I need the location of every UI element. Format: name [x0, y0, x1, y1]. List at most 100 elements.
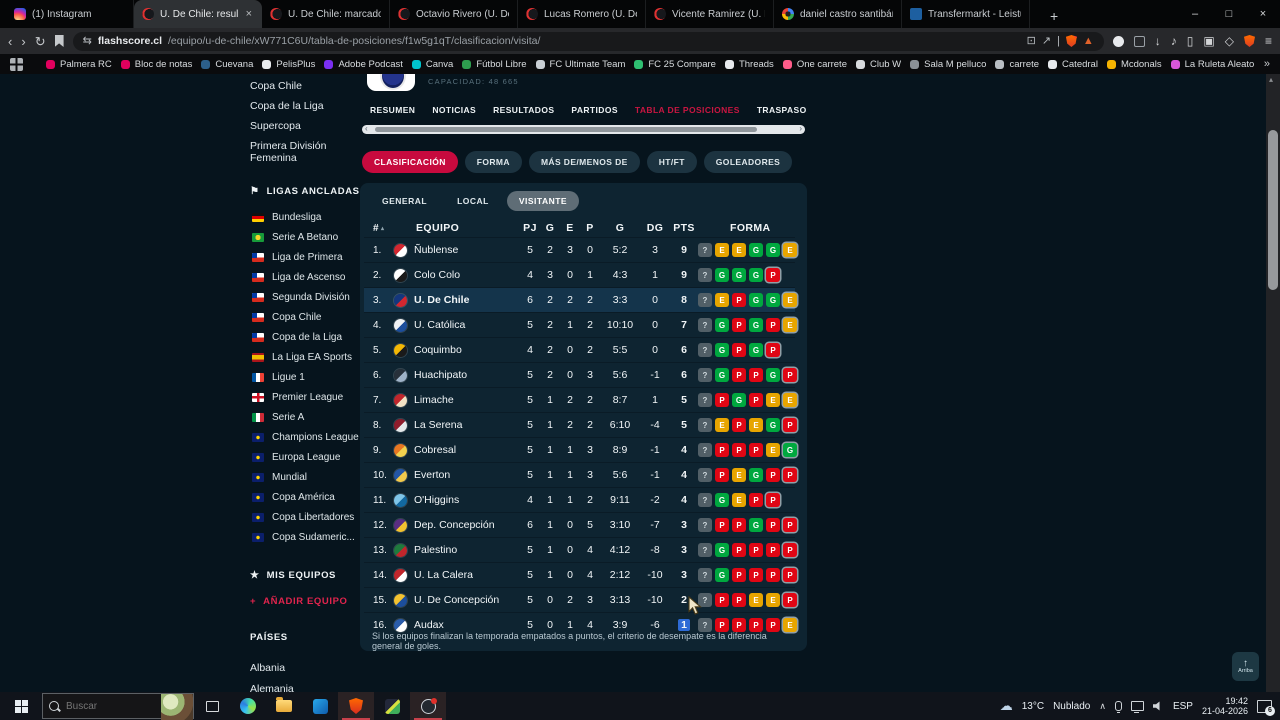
form-box[interactable]: E: [783, 243, 797, 257]
sidebar-league-item[interactable]: Copa América: [252, 492, 335, 503]
form-box[interactable]: P: [749, 393, 763, 407]
form-box[interactable]: ?: [698, 393, 712, 407]
sidebar-item[interactable]: Copa Chile: [250, 80, 302, 92]
brave-shield-icon[interactable]: [1065, 35, 1077, 47]
form-box[interactable]: G: [749, 518, 763, 532]
form-box[interactable]: ?: [698, 318, 712, 332]
speaker-icon[interactable]: [1152, 701, 1160, 711]
table-row[interactable]: 10. Everton 5 1 1 3 5:6 -1 4? P E G P P: [364, 462, 797, 487]
form-box[interactable]: G: [749, 268, 763, 282]
team-cell[interactable]: O'Higgins: [394, 493, 520, 507]
form-box[interactable]: ?: [698, 618, 712, 632]
form-box[interactable]: P: [715, 443, 729, 457]
notification-icon[interactable]: 6: [1257, 699, 1275, 716]
sidebar-league-item[interactable]: Serie A Betano: [252, 232, 338, 243]
bookmark-item[interactable]: Palmera RC: [46, 59, 112, 70]
site-info-icon[interactable]: ⇆: [82, 34, 92, 47]
extension-icon-2[interactable]: [1133, 35, 1145, 47]
form-box[interactable]: ?: [698, 568, 712, 582]
form-box[interactable]: ?: [698, 443, 712, 457]
form-box[interactable]: P: [732, 443, 746, 457]
vpn-shield-icon[interactable]: [1243, 35, 1255, 47]
team-cell[interactable]: Colo Colo: [394, 268, 520, 282]
sidebar-league-item[interactable]: Liga de Ascenso: [252, 272, 345, 283]
form-box[interactable]: P: [732, 343, 746, 357]
form-box[interactable]: G: [715, 318, 729, 332]
vscroll-thumb[interactable]: [1268, 130, 1278, 290]
form-box[interactable]: G: [732, 393, 746, 407]
form-box[interactable]: E: [732, 493, 746, 507]
sidebar-league-item[interactable]: Copa Sudameric...: [252, 532, 355, 543]
pill-goleadores[interactable]: GOLEADORES: [703, 151, 793, 173]
scope-tab-local[interactable]: LOCAL: [457, 196, 489, 206]
form-box[interactable]: E: [783, 318, 797, 332]
weather-condition[interactable]: Nublado: [1053, 700, 1091, 712]
form-box[interactable]: P: [732, 568, 746, 582]
form-box[interactable]: P: [715, 518, 729, 532]
sidebar-league-item[interactable]: Copa de la Liga: [252, 332, 342, 343]
form-box[interactable]: E: [783, 393, 797, 407]
form-box[interactable]: G: [732, 268, 746, 282]
form-box[interactable]: ?: [698, 243, 712, 257]
bookmark-item[interactable]: Threads: [724, 59, 774, 70]
form-box[interactable]: G: [766, 243, 780, 257]
sidebar-item[interactable]: Copa de la Liga: [250, 100, 324, 112]
form-box[interactable]: P: [766, 543, 780, 557]
add-team-button[interactable]: + AÑADIR EQUIPO: [250, 596, 348, 607]
weather-temp[interactable]: 13°C: [1021, 700, 1045, 712]
form-box[interactable]: E: [715, 243, 729, 257]
sidebar-panel-icon[interactable]: ▯: [1186, 34, 1194, 48]
taskbar-app-media-app[interactable]: [374, 692, 410, 720]
nav-tab-resultados[interactable]: RESULTADOS: [493, 105, 555, 115]
bookmark-item[interactable]: Canva: [411, 59, 453, 70]
form-box[interactable]: E: [715, 418, 729, 432]
bookmark-item[interactable]: Mcdonals: [1106, 59, 1162, 70]
browser-tab[interactable]: daniel castro santibáñez - Busc: [774, 0, 902, 28]
apps-grid-icon[interactable]: [10, 57, 23, 71]
sidebar-league-item[interactable]: Bundesliga: [252, 212, 321, 223]
browser-tab[interactable]: U. De Chile: resultados y p ×: [134, 0, 262, 28]
form-box[interactable]: ?: [698, 593, 712, 607]
browser-tab[interactable]: Transfermarkt - Leistungsdatei: [902, 0, 1030, 28]
table-row[interactable]: 6. Huachipato 5 2 0 3 5:6 -1 6? G P P G P: [364, 362, 797, 387]
tab-close-button[interactable]: ×: [245, 8, 252, 20]
sidebar-league-item[interactable]: Segunda División: [252, 292, 350, 303]
form-box[interactable]: P: [766, 343, 780, 357]
team-cell[interactable]: Ñublense: [394, 243, 520, 257]
table-row[interactable]: 8. La Serena 5 1 2 2 6:10 -4 5? E P E G P: [364, 412, 797, 437]
team-cell[interactable]: Limache: [394, 393, 520, 407]
team-cell[interactable]: Huachipato: [394, 368, 520, 382]
pip-icon[interactable]: ⊡: [1026, 34, 1036, 47]
pill-m-s-de-menos-de[interactable]: MÁS DE/MENOS DE: [528, 151, 640, 173]
form-box[interactable]: E: [783, 618, 797, 632]
bookmark-item[interactable]: Bloc de notas: [120, 59, 192, 70]
browser-tab[interactable]: U. De Chile: marcadores en dir: [262, 0, 390, 28]
form-box[interactable]: ?: [698, 293, 712, 307]
pill-ht-ft[interactable]: HT/FT: [646, 151, 697, 173]
share-icon[interactable]: ↗: [1041, 34, 1052, 47]
form-box[interactable]: P: [766, 493, 780, 507]
form-box[interactable]: P: [749, 368, 763, 382]
column-header-G[interactable]: G: [545, 222, 555, 234]
table-row[interactable]: 7. Limache 5 1 2 2 8:7 1 5? P G P E E: [364, 387, 797, 412]
hscroll-left-arrow[interactable]: ‹: [365, 124, 368, 133]
form-box[interactable]: P: [732, 318, 746, 332]
team-cell[interactable]: Dep. Concepción: [394, 518, 520, 532]
column-header-#[interactable]: # ▴: [373, 222, 385, 234]
bookmark-item[interactable]: Club W: [855, 59, 901, 70]
bookmark-item[interactable]: PelisPlus: [262, 59, 315, 70]
form-box[interactable]: P: [715, 593, 729, 607]
form-box[interactable]: ?: [698, 468, 712, 482]
table-row[interactable]: 2. Colo Colo 4 3 0 1 4:3 1 9? G G G P: [364, 262, 795, 287]
form-box[interactable]: P: [783, 543, 797, 557]
form-box[interactable]: ?: [698, 418, 712, 432]
rewards-icon[interactable]: ◇: [1224, 34, 1234, 48]
reload-icon[interactable]: ↻: [34, 33, 46, 49]
form-box[interactable]: P: [783, 418, 797, 432]
team-cell[interactable]: Audax: [394, 618, 520, 632]
sidebar-item[interactable]: Primera División Femenina: [250, 140, 327, 164]
nav-tab-tabla-de-posiciones[interactable]: TABLA DE POSICIONES: [635, 100, 740, 122]
form-box[interactable]: ?: [698, 368, 712, 382]
table-row[interactable]: 15. U. De Concepción 5 0 2 3 3:13 -10 2? P P E E P: [364, 587, 797, 612]
sidebar-league-item[interactable]: Serie A: [252, 412, 304, 423]
